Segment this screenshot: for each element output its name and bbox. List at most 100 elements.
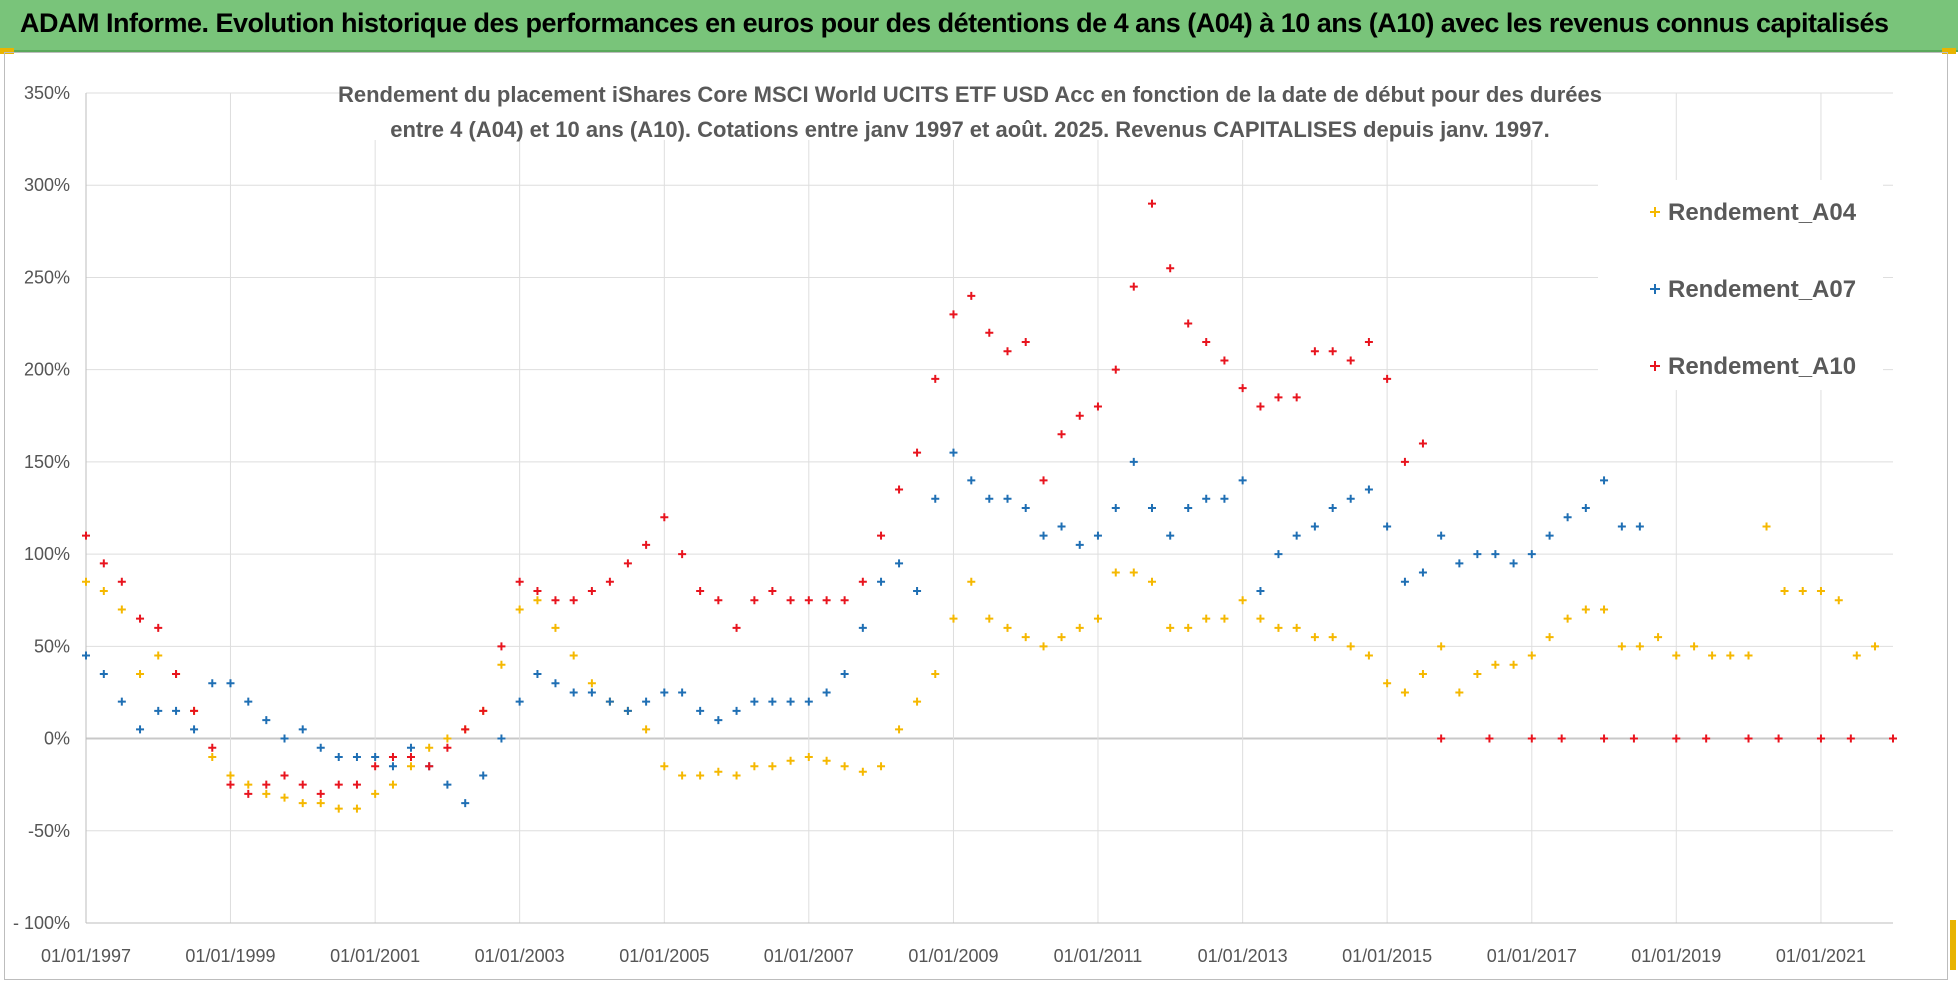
legend-entry: Rendement_A04 bbox=[1668, 199, 1857, 226]
data-point bbox=[172, 670, 181, 678]
x-tick-label: 01/01/2015 bbox=[1342, 946, 1432, 966]
data-point bbox=[804, 596, 813, 605]
x-tick-label: 01/01/2003 bbox=[475, 946, 565, 966]
data-point bbox=[1310, 633, 1319, 642]
data-point bbox=[497, 642, 506, 651]
chart-grid bbox=[85, 92, 1893, 924]
data-point bbox=[298, 725, 307, 734]
data-point bbox=[262, 780, 271, 789]
data-point bbox=[1238, 596, 1247, 605]
data-point bbox=[1111, 504, 1120, 512]
data-point bbox=[1364, 651, 1373, 660]
data-point bbox=[1274, 393, 1283, 402]
data-point bbox=[99, 559, 108, 568]
data-point bbox=[1184, 623, 1193, 632]
data-point bbox=[425, 762, 434, 771]
x-tick-label: 01/01/2011 bbox=[1054, 946, 1143, 966]
data-point bbox=[660, 513, 669, 522]
data-point bbox=[1600, 734, 1609, 743]
data-point bbox=[1491, 660, 1500, 669]
data-point bbox=[388, 753, 397, 761]
data-point bbox=[1400, 688, 1409, 697]
data-point bbox=[1455, 559, 1464, 568]
data-point bbox=[352, 753, 361, 761]
x-axis-ticks: 01/01/1997 01/01/1999 01/01/2001 01/01/2003… bbox=[41, 946, 1866, 966]
data-point bbox=[1437, 531, 1446, 540]
data-point bbox=[551, 623, 560, 632]
data-point bbox=[1744, 651, 1753, 660]
legend-marker bbox=[1650, 207, 1660, 217]
data-point bbox=[298, 799, 307, 808]
data-point bbox=[551, 679, 560, 688]
data-point bbox=[533, 587, 542, 595]
data-point bbox=[1545, 531, 1554, 540]
legend-marker bbox=[1650, 284, 1660, 294]
data-point bbox=[1400, 457, 1409, 466]
data-point bbox=[1473, 550, 1482, 559]
data-point bbox=[1075, 540, 1084, 549]
data-point bbox=[967, 476, 976, 485]
data-point bbox=[1563, 513, 1572, 522]
data-point bbox=[1418, 439, 1427, 448]
data-point bbox=[1003, 494, 1012, 503]
data-point bbox=[804, 697, 813, 706]
data-point bbox=[1527, 550, 1536, 559]
data-point bbox=[1702, 734, 1711, 743]
data-point bbox=[1039, 476, 1048, 485]
data-point bbox=[1545, 633, 1554, 642]
chart-frame bbox=[4, 52, 1948, 980]
data-point bbox=[497, 734, 506, 743]
data-point bbox=[605, 697, 614, 706]
data-point bbox=[1563, 614, 1572, 623]
data-point bbox=[352, 804, 361, 813]
data-point bbox=[1509, 559, 1518, 568]
data-point bbox=[1202, 338, 1211, 346]
data-point bbox=[1834, 596, 1843, 605]
data-point bbox=[985, 494, 994, 503]
data-point bbox=[1418, 568, 1427, 577]
data-point bbox=[913, 448, 922, 457]
data-point bbox=[497, 660, 506, 669]
data-point bbox=[732, 771, 741, 780]
data-point bbox=[985, 328, 994, 337]
data-point bbox=[660, 688, 669, 697]
data-point bbox=[858, 577, 867, 586]
data-point bbox=[985, 614, 994, 623]
x-tick-label: 01/01/2013 bbox=[1198, 946, 1288, 966]
data-point bbox=[136, 725, 145, 734]
corner-marker-right bbox=[1942, 48, 1956, 54]
data-point bbox=[768, 697, 777, 706]
data-point bbox=[1762, 522, 1771, 531]
data-point bbox=[786, 697, 795, 706]
data-point bbox=[244, 697, 253, 706]
data-point bbox=[605, 577, 614, 586]
data-point bbox=[172, 706, 181, 715]
data-point bbox=[678, 550, 687, 559]
data-point bbox=[1184, 319, 1193, 328]
y-tick-label: -50% bbox=[28, 821, 70, 841]
x-tick-label: 01/01/2019 bbox=[1631, 946, 1721, 966]
data-point bbox=[750, 697, 759, 706]
data-point bbox=[1093, 614, 1102, 623]
series-Rendement_A07 bbox=[82, 448, 1644, 808]
data-point bbox=[895, 485, 904, 494]
data-point bbox=[1166, 623, 1175, 632]
data-point bbox=[587, 587, 596, 595]
data-point bbox=[244, 789, 253, 798]
chart-marks bbox=[82, 199, 1897, 813]
data-point bbox=[768, 762, 777, 771]
data-point bbox=[82, 531, 90, 540]
data-point bbox=[1310, 347, 1319, 356]
y-tick-label: 50% bbox=[34, 636, 70, 656]
x-tick-label: 01/01/2007 bbox=[764, 946, 854, 966]
data-point bbox=[1057, 522, 1066, 531]
data-point bbox=[1021, 338, 1030, 346]
data-point bbox=[1889, 734, 1897, 743]
data-point bbox=[1870, 642, 1879, 651]
data-point bbox=[533, 670, 542, 678]
data-point bbox=[1581, 605, 1590, 614]
data-point bbox=[1220, 494, 1229, 503]
data-point bbox=[1690, 642, 1699, 651]
data-point bbox=[1364, 485, 1373, 494]
data-point bbox=[840, 596, 849, 605]
